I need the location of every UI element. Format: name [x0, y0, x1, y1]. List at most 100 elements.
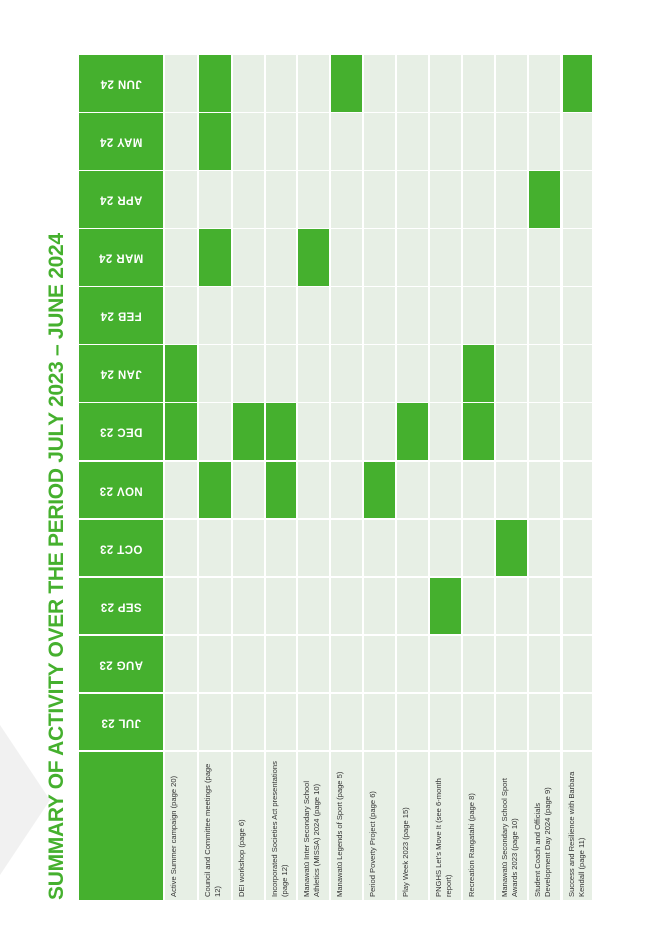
activity-label-cell: DEI workshop (page 6) — [232, 752, 264, 900]
activity-label: Council and Committee meetings (page 12) — [202, 763, 222, 897]
activity-cell-empty — [562, 635, 592, 693]
activity-cell-empty — [528, 229, 560, 286]
month-header-aug-23: AUG 23 — [79, 635, 163, 693]
month-header-jan-24: JAN 24 — [79, 345, 163, 402]
activity-cell-empty — [462, 113, 494, 170]
activity-cell-active — [198, 55, 231, 112]
activity-cell-empty — [297, 461, 329, 519]
activity-label-cell: Success and Resilience with Barbara Kend… — [562, 752, 592, 900]
activity-cell-empty — [462, 171, 494, 228]
activity-label: Student Coach and Officials Development … — [532, 787, 552, 897]
activity-label-cell: Period Poverty Project (page 6) — [363, 752, 395, 900]
table-corner-header — [79, 752, 163, 900]
activity-cell-empty — [363, 635, 395, 693]
activity-cell-empty — [363, 345, 395, 402]
activity-cell-empty — [528, 635, 560, 693]
activity-cell-empty — [562, 287, 592, 344]
activity-cell-empty — [528, 345, 560, 402]
activity-cell-empty — [297, 171, 329, 228]
activity-cell-empty — [562, 519, 592, 577]
activity-cell-empty — [232, 287, 264, 344]
activity-cell-empty — [495, 55, 527, 112]
activity-cell-empty — [396, 113, 428, 170]
activity-cell-empty — [528, 55, 560, 112]
activity-cell-empty — [495, 693, 527, 751]
activity-cell-active — [363, 461, 395, 519]
activity-cell-empty — [495, 635, 527, 693]
activity-cell-active — [462, 345, 494, 402]
activity-cell-empty — [232, 55, 264, 112]
activity-cell-empty — [232, 171, 264, 228]
activity-cell-active — [265, 461, 296, 519]
activity-cell-empty — [528, 693, 560, 751]
activity-cell-empty — [429, 345, 461, 402]
activity-cell-empty — [164, 171, 197, 228]
activity-cell-empty — [232, 635, 264, 693]
activity-cell-empty — [363, 229, 395, 286]
activity-cell-empty — [297, 345, 329, 402]
activity-cell-empty — [297, 635, 329, 693]
activity-cell-empty — [330, 171, 362, 228]
activity-label-cell: Council and Committee meetings (page 12) — [198, 752, 231, 900]
activity-cell-empty — [462, 229, 494, 286]
activity-cell-active — [265, 403, 296, 461]
month-header-label: JUL 23 — [101, 716, 141, 729]
activity-cell-empty — [396, 693, 428, 751]
activity-cell-empty — [562, 171, 592, 228]
activity-cell-empty — [297, 287, 329, 344]
activity-cell-empty — [429, 403, 461, 461]
activity-label: Play Week 2023 (page 15) — [400, 807, 410, 897]
activity-cell-active — [164, 403, 197, 461]
activity-label-cell: Manawatū Inter Secondary School Athletic… — [297, 752, 329, 900]
activity-cell-empty — [363, 403, 395, 461]
activity-cell-empty — [330, 693, 362, 751]
activity-cell-empty — [198, 693, 231, 751]
month-header-label: SEP 23 — [100, 600, 142, 613]
activity-label: Active Summer campaign (page 20) — [168, 775, 178, 897]
activity-cell-empty — [265, 345, 296, 402]
month-header-jun-24: JUN 24 — [79, 55, 163, 112]
activity-label-cell: Active Summer campaign (page 20) — [164, 752, 197, 900]
activity-table: JUL 23 AUG 23 SEP 23 OCT 23 NOV 23 DEC 23 JAN … — [79, 55, 592, 900]
activity-cell-active — [198, 461, 231, 519]
activity-cell-empty — [330, 635, 362, 693]
activity-cell-empty — [495, 403, 527, 461]
activity-cell-active — [396, 403, 428, 461]
activity-cell-empty — [232, 229, 264, 286]
activity-cell-empty — [164, 461, 197, 519]
activity-cell-active — [198, 229, 231, 286]
activity-label-cell: Student Coach and Officials Development … — [528, 752, 560, 900]
month-header-label: JUN 24 — [100, 77, 142, 90]
activity-cell-empty — [495, 113, 527, 170]
activity-cell-empty — [164, 229, 197, 286]
activity-cell-empty — [164, 55, 197, 112]
activity-cell-empty — [232, 519, 264, 577]
activity-cell-empty — [429, 461, 461, 519]
activity-cell-empty — [164, 635, 197, 693]
activity-cell-empty — [562, 345, 592, 402]
activity-cell-empty — [429, 229, 461, 286]
activity-label: PNGHS Let’s Move It (see 6-month report) — [433, 778, 453, 897]
month-header-label: AUG 23 — [99, 658, 143, 671]
activity-cell-empty — [297, 577, 329, 635]
month-header-label: OCT 23 — [99, 541, 143, 554]
activity-cell-empty — [330, 229, 362, 286]
activity-cell-active — [528, 171, 560, 228]
activity-cell-empty — [265, 171, 296, 228]
activity-cell-empty — [528, 577, 560, 635]
activity-cell-empty — [363, 519, 395, 577]
activity-cell-empty — [495, 171, 527, 228]
activity-cell-empty — [429, 287, 461, 344]
activity-label: Incorporated Societies Act presentations… — [269, 761, 289, 897]
activity-cell-empty — [396, 461, 428, 519]
month-header-label: DEC 23 — [99, 425, 143, 438]
activity-cell-empty — [363, 113, 395, 170]
activity-cell-empty — [495, 345, 527, 402]
activity-cell-empty — [363, 287, 395, 344]
activity-cell-empty — [462, 693, 494, 751]
activity-cell-empty — [495, 287, 527, 344]
activity-cell-empty — [164, 287, 197, 344]
activity-label: Period Poverty Project (page 6) — [367, 791, 377, 897]
activity-cell-active — [164, 345, 197, 402]
activity-cell-empty — [265, 693, 296, 751]
